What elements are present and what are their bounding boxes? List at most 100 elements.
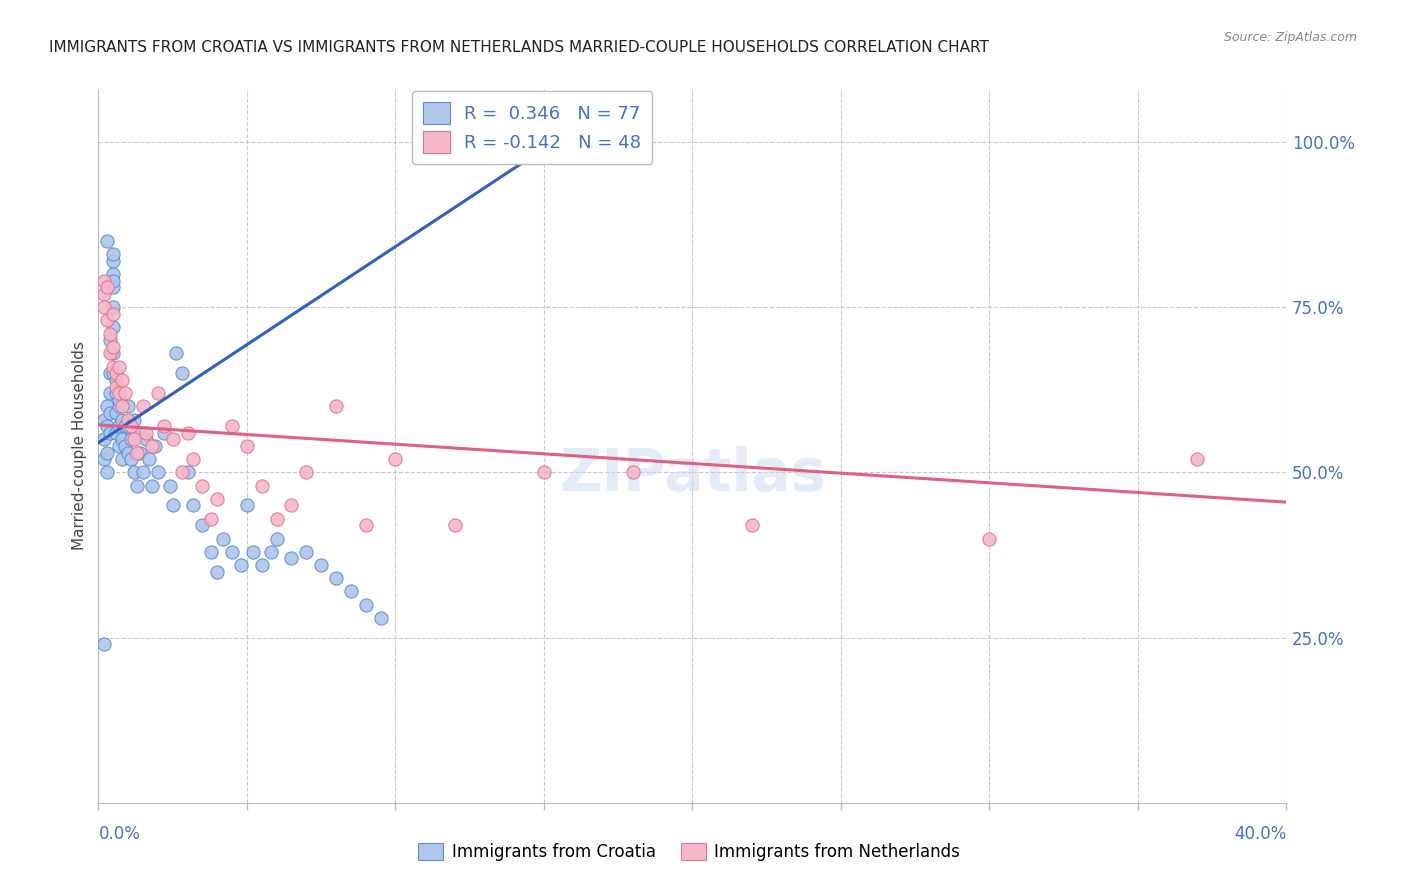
Point <box>979 532 1001 546</box>
Point <box>229 558 252 572</box>
Legend: Immigrants from Croatia, Immigrants from Netherlands: Immigrants from Croatia, Immigrants from… <box>412 836 966 868</box>
Point <box>125 425 148 440</box>
Point <box>114 386 136 401</box>
Point <box>93 300 115 314</box>
Point <box>120 433 142 447</box>
Point <box>354 598 377 612</box>
Point <box>93 637 115 651</box>
Point <box>533 466 555 480</box>
Point <box>108 400 131 414</box>
Point <box>250 558 273 572</box>
Point <box>105 367 128 381</box>
Point <box>143 439 166 453</box>
Point <box>117 445 139 459</box>
Point <box>138 452 160 467</box>
Point <box>122 466 145 480</box>
Point <box>266 511 288 525</box>
Point <box>207 565 229 579</box>
Point <box>236 499 259 513</box>
Point <box>108 439 131 453</box>
Point <box>98 346 121 360</box>
Point <box>108 392 131 407</box>
Point <box>325 400 347 414</box>
Point <box>191 478 214 492</box>
Point <box>111 412 134 426</box>
Point <box>250 478 273 492</box>
Point <box>120 452 142 467</box>
Point <box>96 280 118 294</box>
Legend: R =  0.346   N = 77, R = -0.142   N = 48: R = 0.346 N = 77, R = -0.142 N = 48 <box>412 91 652 164</box>
Point <box>96 234 118 248</box>
Point <box>443 518 465 533</box>
Point <box>200 511 222 525</box>
Point <box>105 386 128 401</box>
Point <box>1187 452 1209 467</box>
Point <box>340 584 363 599</box>
Point <box>105 373 128 387</box>
Point <box>111 452 134 467</box>
Point <box>105 379 128 393</box>
Point <box>122 433 145 447</box>
Point <box>141 439 163 453</box>
Point <box>207 491 229 506</box>
Point <box>236 439 259 453</box>
Point <box>93 412 115 426</box>
Point <box>98 367 121 381</box>
Point <box>117 419 139 434</box>
Point <box>162 433 184 447</box>
Point <box>141 478 163 492</box>
Point <box>117 412 139 426</box>
Point <box>221 545 243 559</box>
Point <box>309 558 332 572</box>
Point <box>98 326 121 341</box>
Point <box>176 466 198 480</box>
Point <box>741 518 763 533</box>
Point <box>183 452 205 467</box>
Point <box>370 611 392 625</box>
Point <box>354 518 377 533</box>
Point <box>384 452 406 467</box>
Point <box>125 478 148 492</box>
Point <box>191 518 214 533</box>
Point <box>152 419 174 434</box>
Point <box>108 386 131 401</box>
Point <box>159 478 181 492</box>
Point <box>176 425 198 440</box>
Point <box>103 320 125 334</box>
Point <box>146 466 169 480</box>
Point <box>96 445 118 459</box>
Point <box>146 386 169 401</box>
Point <box>103 280 125 294</box>
Point <box>98 386 121 401</box>
Point <box>295 545 318 559</box>
Point <box>93 452 115 467</box>
Point <box>132 466 155 480</box>
Point <box>111 433 134 447</box>
Point <box>105 425 128 440</box>
Point <box>93 274 115 288</box>
Point <box>135 433 157 447</box>
Point <box>170 466 193 480</box>
Point <box>221 419 243 434</box>
Point <box>280 499 302 513</box>
Point <box>114 419 136 434</box>
Point <box>242 545 264 559</box>
Point <box>98 333 121 347</box>
Point <box>129 445 152 459</box>
Point <box>266 532 288 546</box>
Point <box>132 400 155 414</box>
Point <box>170 367 193 381</box>
Point <box>183 499 205 513</box>
Point <box>122 412 145 426</box>
Point <box>125 445 148 459</box>
Point <box>162 499 184 513</box>
Point <box>103 274 125 288</box>
Point <box>165 346 187 360</box>
Text: 40.0%: 40.0% <box>1234 825 1286 843</box>
Point <box>93 287 115 301</box>
Point <box>103 300 125 314</box>
Point <box>135 425 157 440</box>
Point <box>114 439 136 453</box>
Point <box>93 433 115 447</box>
Point <box>96 313 118 327</box>
